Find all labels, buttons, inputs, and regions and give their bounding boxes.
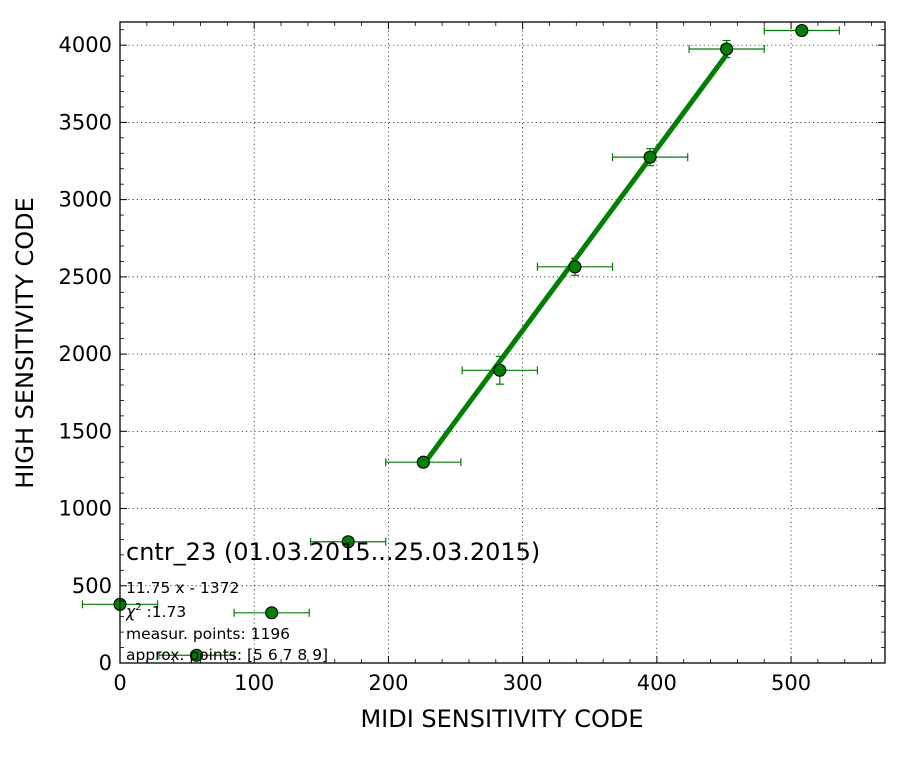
annotation-box: cntr_23 (01.03.2015...25.03.2015) 11.75 …	[125, 538, 540, 664]
data-point	[568, 260, 582, 274]
data-point	[795, 23, 809, 38]
y-tick-label: 1000	[59, 497, 112, 521]
y-tick-label: 1500	[59, 419, 112, 443]
x-axis-label: MIDI SENSITIVITY CODE	[360, 705, 643, 733]
y-tick-label: 500	[72, 574, 112, 598]
data-point	[341, 535, 355, 549]
grid-lines	[120, 22, 885, 663]
chi2-exponent: 2	[135, 602, 141, 613]
y-tick-label: 4000	[59, 33, 112, 57]
x-tick-label: 300	[503, 671, 543, 695]
x-tick-label: 100	[234, 671, 274, 695]
annotation-equation: 11.75 x - 1372	[126, 579, 239, 597]
x-tick-label: 400	[637, 671, 677, 695]
plot-frame	[119, 21, 886, 664]
chi2-value: :1.73	[142, 603, 187, 621]
y-tick-label: 2000	[59, 342, 112, 366]
axis-ticks	[119, 22, 885, 664]
y-tick-label: 0	[99, 651, 112, 675]
annotation-measur-points: measur. points: 1196	[126, 625, 290, 643]
data-point	[493, 363, 507, 377]
data-point	[265, 606, 279, 620]
x-tick-label: 200	[368, 671, 408, 695]
annotation-chi2: χ2 :1.73	[125, 602, 186, 621]
chi2-symbol: χ	[125, 603, 136, 621]
data-point	[720, 42, 734, 56]
x-tick-label: 500	[771, 671, 811, 695]
x-tick-label: 0	[113, 671, 126, 695]
data-point	[416, 455, 430, 469]
annotation-title: cntr_23 (01.03.2015...25.03.2015)	[126, 538, 540, 566]
data-point	[189, 648, 204, 662]
annotation-approx-points: approx. points: [5 6 7 8 9]	[126, 646, 328, 664]
y-tick-label: 3500	[59, 110, 112, 134]
y-tick-label: 2500	[59, 265, 112, 289]
y-axis-label: HIGH SENSITIVITY CODE	[11, 197, 39, 489]
tick-labels: 0 100 200 300 400 500 0 500 1000 1500 2000 2500 3000…	[59, 33, 812, 695]
data-point	[643, 150, 657, 164]
y-tick-label: 3000	[59, 188, 112, 212]
